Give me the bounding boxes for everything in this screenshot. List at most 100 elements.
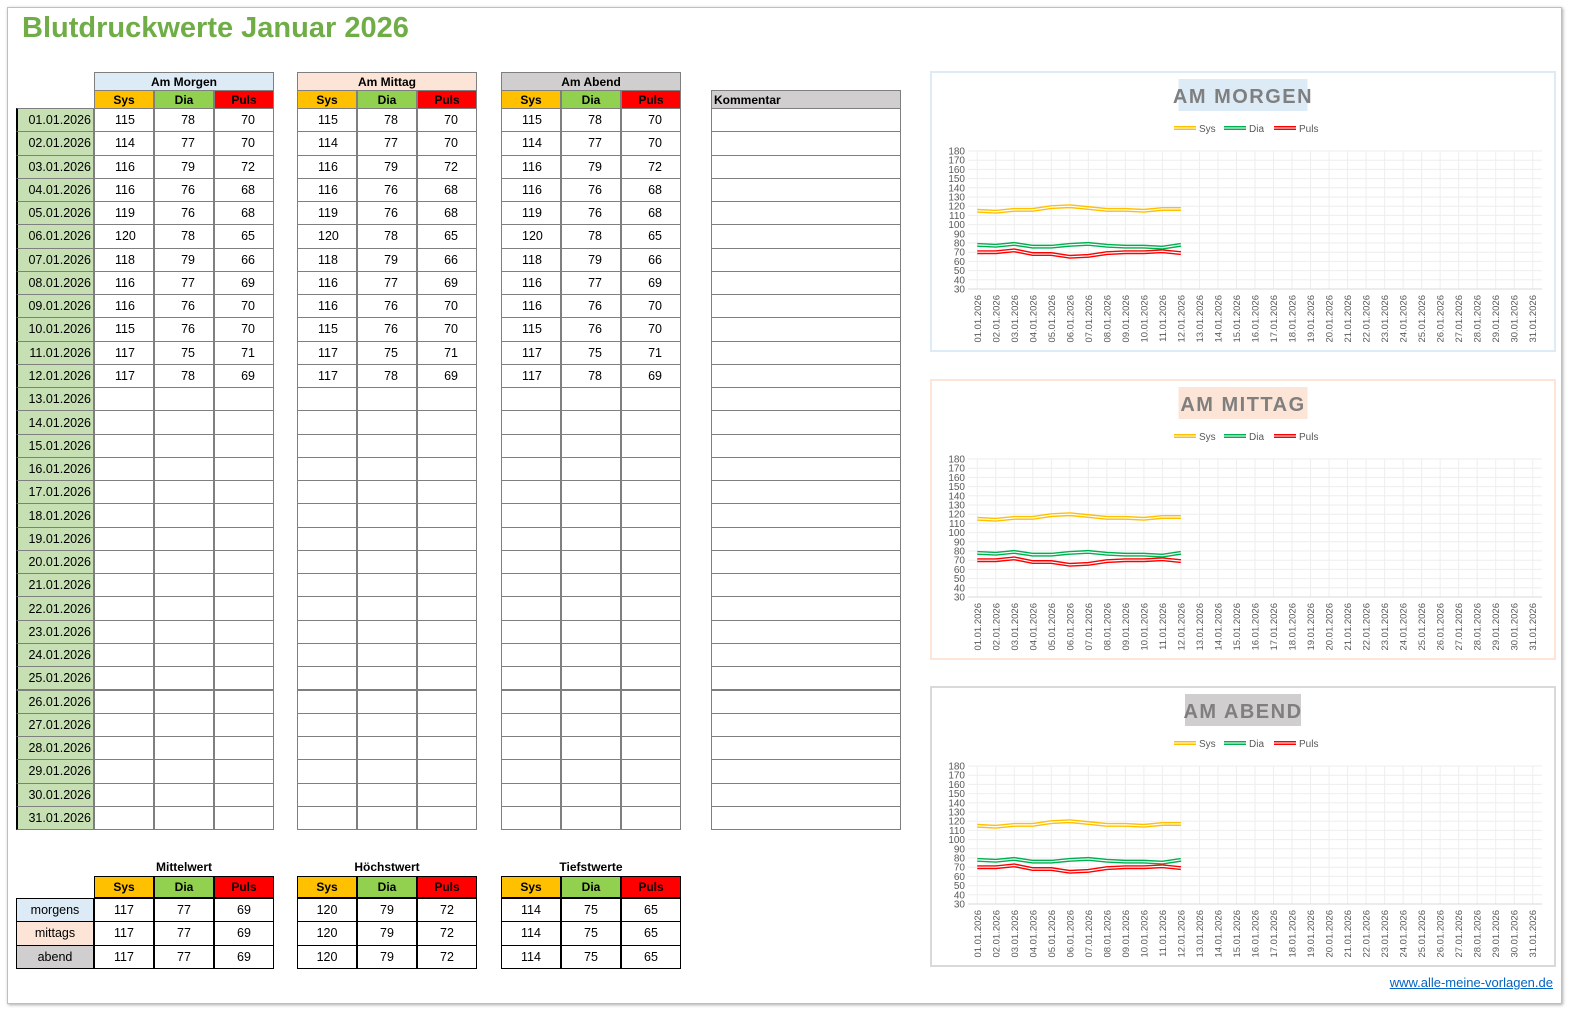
reading-cell-dia[interactable] — [561, 387, 621, 412]
reading-cell-puls[interactable] — [621, 410, 681, 435]
date-cell[interactable]: 24.01.2026 — [16, 642, 94, 668]
reading-cell-dia[interactable] — [561, 782, 621, 807]
reading-cell-dia[interactable]: 78 — [154, 363, 214, 389]
reading-cell-puls[interactable]: 70 — [621, 294, 681, 319]
summary-header-dia[interactable]: Dia — [357, 876, 417, 898]
reading-cell-sys[interactable] — [501, 480, 561, 505]
column-header-sys[interactable]: Sys — [94, 90, 154, 109]
reading-cell-dia[interactable]: 76 — [561, 201, 621, 226]
comment-cell[interactable] — [711, 410, 901, 435]
reading-cell-dia[interactable]: 75 — [561, 340, 621, 365]
reading-cell-sys[interactable]: 118 — [297, 247, 357, 272]
reading-cell-sys[interactable] — [501, 387, 561, 412]
reading-cell-dia[interactable] — [154, 387, 214, 412]
reading-cell-sys[interactable]: 116 — [94, 154, 154, 179]
reading-cell-dia[interactable] — [154, 526, 214, 551]
reading-cell-puls[interactable] — [214, 759, 274, 784]
column-header-puls[interactable]: Puls — [214, 90, 274, 109]
reading-cell-dia[interactable] — [357, 642, 417, 668]
summary-value-sys[interactable]: 114 — [501, 921, 561, 946]
comment-cell[interactable] — [711, 642, 901, 668]
column-header-dia[interactable]: Dia — [357, 90, 417, 109]
reading-cell-sys[interactable] — [501, 642, 561, 668]
reading-cell-sys[interactable] — [297, 503, 357, 528]
date-cell[interactable]: 19.01.2026 — [16, 526, 94, 551]
summary-value-puls[interactable]: 65 — [621, 944, 681, 969]
reading-cell-puls[interactable] — [621, 573, 681, 598]
reading-cell-puls[interactable]: 70 — [417, 294, 477, 319]
reading-cell-sys[interactable]: 118 — [501, 247, 561, 272]
summary-header-sys[interactable]: Sys — [94, 876, 154, 898]
reading-cell-puls[interactable] — [417, 736, 477, 761]
summary-value-dia[interactable]: 79 — [357, 921, 417, 946]
reading-cell-sys[interactable] — [297, 642, 357, 668]
reading-cell-puls[interactable] — [621, 456, 681, 482]
reading-cell-sys[interactable]: 117 — [501, 340, 561, 365]
reading-cell-puls[interactable]: 69 — [417, 270, 477, 296]
reading-cell-sys[interactable]: 117 — [94, 363, 154, 389]
reading-cell-sys[interactable] — [297, 526, 357, 551]
reading-cell-dia[interactable]: 76 — [357, 294, 417, 319]
reading-cell-sys[interactable]: 115 — [297, 108, 357, 133]
reading-cell-puls[interactable] — [214, 526, 274, 551]
reading-cell-sys[interactable] — [94, 736, 154, 761]
reading-cell-puls[interactable] — [417, 433, 477, 458]
reading-cell-dia[interactable]: 79 — [561, 247, 621, 272]
reading-cell-puls[interactable]: 70 — [417, 317, 477, 342]
reading-cell-sys[interactable] — [501, 712, 561, 737]
summary-value-dia[interactable]: 77 — [154, 921, 214, 946]
reading-cell-sys[interactable]: 117 — [94, 340, 154, 365]
reading-cell-dia[interactable] — [357, 712, 417, 737]
reading-cell-puls[interactable]: 68 — [214, 201, 274, 226]
reading-cell-puls[interactable]: 68 — [214, 177, 274, 203]
reading-cell-puls[interactable]: 70 — [214, 108, 274, 133]
summary-value-sys[interactable]: 114 — [501, 944, 561, 969]
reading-cell-puls[interactable] — [417, 619, 477, 644]
date-cell[interactable]: 29.01.2026 — [16, 759, 94, 784]
column-header-sys[interactable]: Sys — [297, 90, 357, 109]
reading-cell-puls[interactable] — [417, 456, 477, 482]
reading-cell-sys[interactable] — [501, 805, 561, 831]
reading-cell-puls[interactable] — [214, 573, 274, 598]
reading-cell-dia[interactable] — [154, 433, 214, 458]
comment-cell[interactable] — [711, 736, 901, 761]
reading-cell-puls[interactable] — [621, 759, 681, 784]
chart-1[interactable]: AM MITTAG Sys Dia Puls 30 40 50 60 70 80 90 100 110 1… — [930, 379, 1556, 660]
summary-header-sys[interactable]: Sys — [501, 876, 561, 898]
reading-cell-sys[interactable]: 116 — [94, 177, 154, 203]
comment-cell[interactable] — [711, 456, 901, 482]
date-cell[interactable]: 18.01.2026 — [16, 503, 94, 528]
column-header-puls[interactable]: Puls — [417, 90, 477, 109]
date-cell[interactable]: 14.01.2026 — [16, 410, 94, 435]
reading-cell-puls[interactable]: 65 — [214, 224, 274, 249]
reading-cell-puls[interactable] — [621, 666, 681, 691]
summary-value-dia[interactable]: 75 — [561, 944, 621, 969]
reading-cell-sys[interactable]: 120 — [94, 224, 154, 249]
reading-cell-puls[interactable]: 66 — [214, 247, 274, 272]
date-cell[interactable]: 15.01.2026 — [16, 433, 94, 458]
comment-cell[interactable] — [711, 108, 901, 133]
reading-cell-puls[interactable] — [214, 503, 274, 528]
reading-cell-sys[interactable] — [501, 573, 561, 598]
column-header-puls[interactable]: Puls — [621, 90, 681, 109]
reading-cell-dia[interactable] — [561, 410, 621, 435]
reading-cell-dia[interactable]: 79 — [154, 247, 214, 272]
reading-cell-puls[interactable] — [621, 526, 681, 551]
reading-cell-puls[interactable]: 69 — [214, 270, 274, 296]
comment-cell[interactable] — [711, 433, 901, 458]
reading-cell-dia[interactable] — [154, 736, 214, 761]
reading-cell-dia[interactable]: 76 — [357, 201, 417, 226]
reading-cell-dia[interactable]: 76 — [561, 177, 621, 203]
reading-cell-puls[interactable] — [417, 642, 477, 668]
summary-value-puls[interactable]: 65 — [621, 898, 681, 923]
comment-cell[interactable] — [711, 503, 901, 528]
reading-cell-puls[interactable] — [417, 782, 477, 807]
reading-cell-dia[interactable] — [561, 805, 621, 831]
reading-cell-puls[interactable]: 71 — [621, 340, 681, 365]
reading-cell-puls[interactable]: 70 — [214, 131, 274, 156]
reading-cell-dia[interactable] — [154, 642, 214, 668]
reading-cell-sys[interactable] — [94, 503, 154, 528]
reading-cell-dia[interactable] — [154, 573, 214, 598]
date-cell[interactable]: 17.01.2026 — [16, 480, 94, 505]
reading-cell-dia[interactable]: 78 — [561, 363, 621, 389]
